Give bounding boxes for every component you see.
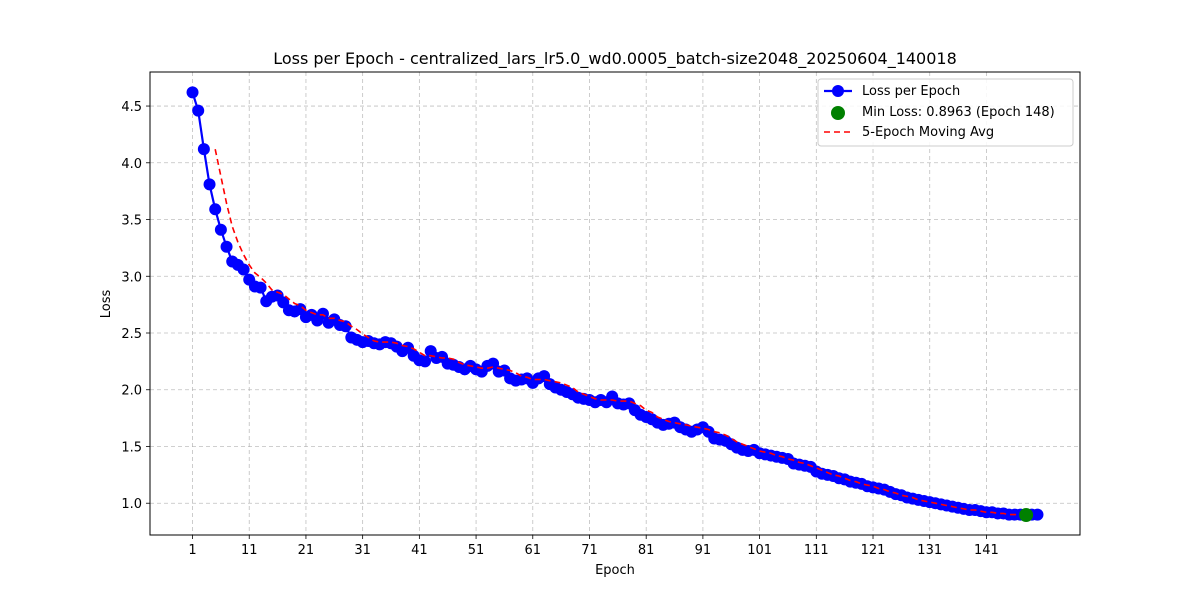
- x-tick-label: 1: [188, 543, 196, 558]
- moving-avg-line: [214, 149, 1032, 516]
- y-tick-label: 4.5: [121, 100, 142, 115]
- x-tick-label: 11: [241, 543, 258, 558]
- loss-point: [1031, 508, 1044, 521]
- legend-min-label: Min Loss: 0.8963 (Epoch 148): [862, 105, 1055, 120]
- y-tick-label: 3.5: [121, 214, 142, 229]
- y-tick-label: 2.5: [121, 327, 142, 342]
- loss-point: [214, 223, 227, 236]
- y-tick-label: 2.0: [121, 384, 142, 399]
- x-tick-label: 41: [411, 543, 428, 558]
- loss-point: [339, 320, 352, 333]
- plot-frame: [149, 71, 1081, 536]
- x-tick-label: 131: [917, 543, 942, 558]
- x-tick-label: 91: [695, 543, 712, 558]
- y-tick-label: 1.5: [121, 440, 142, 455]
- legend-min-marker: [831, 106, 845, 120]
- x-tick-label: 111: [804, 543, 829, 558]
- legend-mavg-label: 5-Epoch Moving Avg: [862, 125, 994, 140]
- x-tick-label: 141: [974, 543, 999, 558]
- x-tick-label: 101: [747, 543, 772, 558]
- loss-point: [220, 240, 233, 253]
- x-tick-label: 31: [354, 543, 371, 558]
- y-axis-label: Loss: [99, 290, 114, 319]
- y-tick-label: 4.0: [121, 157, 142, 172]
- loss-point: [203, 178, 216, 191]
- x-tick-label: 71: [581, 543, 598, 558]
- loss-point: [237, 263, 250, 276]
- loss-point: [209, 203, 222, 216]
- y-tick-label: 3.0: [121, 270, 142, 285]
- loss-point: [254, 281, 267, 294]
- x-tick-label: 51: [468, 543, 485, 558]
- loss-point: [419, 355, 432, 368]
- loss-point: [316, 307, 329, 320]
- x-tick-label: 121: [861, 543, 886, 558]
- min-loss-point: [1019, 507, 1034, 522]
- x-tick-label: 21: [298, 543, 315, 558]
- legend: Loss per Epoch Min Loss: 0.8963 (Epoch 14…: [817, 78, 1074, 147]
- series-layer: [186, 86, 1044, 522]
- chart-title: Loss per Epoch - centralized_lars_lr5.0_…: [273, 49, 957, 69]
- x-axis-label: Epoch: [595, 563, 635, 578]
- x-tick-label: 81: [638, 543, 655, 558]
- loss-point: [186, 86, 199, 99]
- loss-point: [192, 104, 205, 117]
- x-tick-label: 61: [525, 543, 542, 558]
- legend-box: [817, 78, 1074, 147]
- legend-loss-marker: [832, 85, 844, 97]
- y-tick-label: 1.0: [121, 497, 142, 512]
- legend-loss-label: Loss per Epoch: [862, 84, 960, 99]
- axes: 1 11 21 31 41 51 61 71 81 91 101 111 121 131 1411.01.5…: [121, 71, 1081, 558]
- loss-point: [197, 143, 210, 156]
